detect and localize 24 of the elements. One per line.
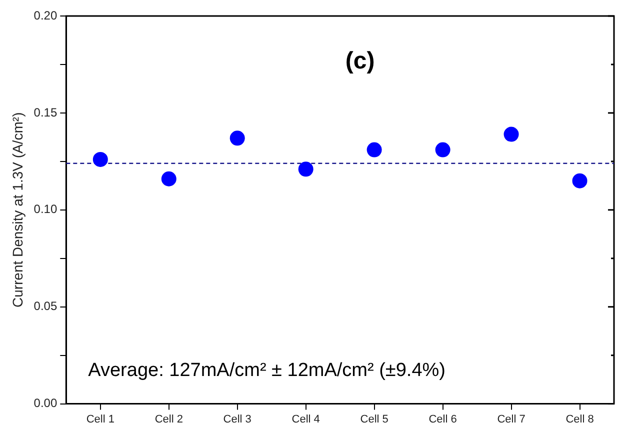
x-tick-label: Cell 7 [497, 413, 526, 426]
x-tick-label: Cell 6 [428, 413, 457, 426]
point [230, 130, 245, 146]
point [161, 171, 176, 186]
point [435, 142, 450, 158]
y-tick-label: 0.15 [34, 105, 58, 120]
x-tick-label: Cell 1 [86, 413, 114, 426]
annotation: Average: 127mA/cm² ± 12mA/cm² (±9.4%) [88, 360, 446, 382]
x-tick-label: Cell 2 [154, 413, 183, 426]
x-tick-label: Cell 5 [360, 413, 388, 426]
x-tick-label: Cell 8 [566, 413, 594, 426]
x-tick-label: Cell 4 [292, 413, 320, 426]
y-tick-label: 0.20 [34, 8, 58, 22]
x-tick-label: Cell 3 [223, 413, 252, 426]
text: (c) [345, 48, 375, 75]
point [366, 142, 382, 158]
y-tick-label: 0.05 [34, 299, 58, 314]
y-tick-label: 0.10 [34, 202, 58, 216]
point [298, 162, 314, 177]
point [92, 152, 108, 167]
y-tick-label: 0.00 [34, 396, 58, 410]
point [504, 126, 519, 142]
y-axis-title: Current Density at 1.3V (A/cm²) [9, 112, 26, 308]
point [572, 173, 588, 188]
